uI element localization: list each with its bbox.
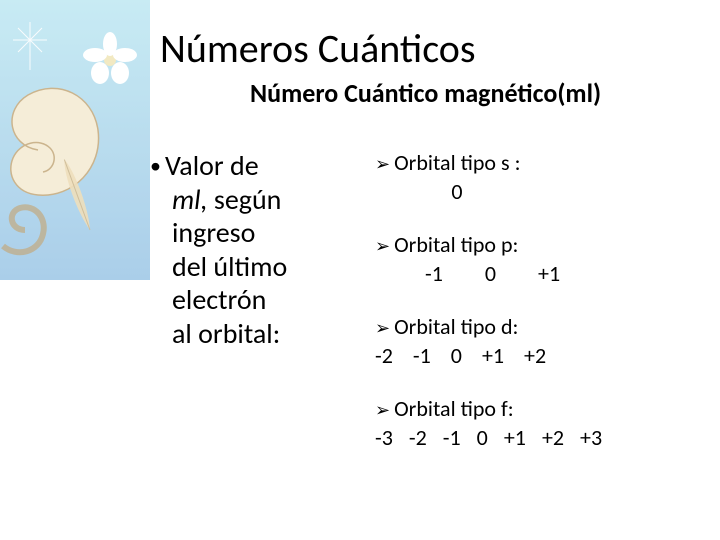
chevron-icon: ➢ <box>375 317 390 339</box>
chevron-icon: ➢ <box>375 399 390 421</box>
left-description: •Valor de ml, según ingreso del último e… <box>150 149 365 477</box>
slide-subtitle: Número Cuántico magnético(ml) <box>250 77 690 109</box>
chevron-icon: ➢ <box>375 235 390 257</box>
orbital-list: ➢Orbital tipo s : 0 ➢Orbital tipo p: -1 … <box>375 149 690 477</box>
orbital-s: ➢Orbital tipo s : 0 <box>375 149 690 205</box>
orbital-f: ➢Orbital tipo f: -3 -2 -1 0 +1 +2 +3 <box>375 395 690 451</box>
orbital-d: ➢Orbital tipo d: -2 -1 0 +1 +2 <box>375 313 690 369</box>
slide-title: Números Cuánticos <box>160 24 690 73</box>
chevron-icon: ➢ <box>375 153 390 175</box>
orbital-p: ➢Orbital tipo p: -1 0 +1 <box>375 231 690 287</box>
bullet-icon: • <box>150 152 161 179</box>
